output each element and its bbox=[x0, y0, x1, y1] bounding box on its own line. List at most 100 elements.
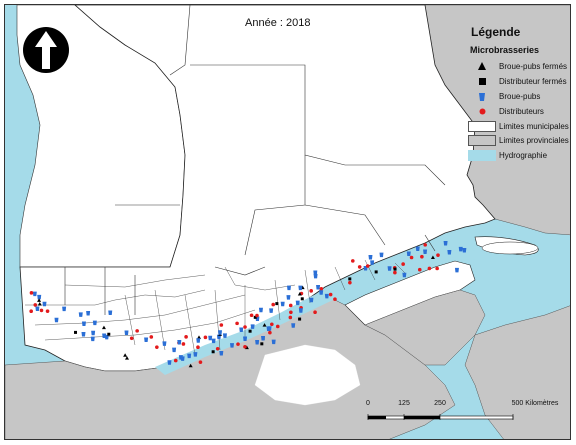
legend-label: Distributeurs bbox=[499, 106, 544, 116]
distributor-marker bbox=[203, 335, 208, 340]
hudson-coast bbox=[5, 85, 33, 267]
brewpub-marker bbox=[406, 251, 411, 256]
brewpub-marker bbox=[250, 324, 255, 329]
st-lawrence-river bbox=[155, 249, 475, 375]
distributor-marker bbox=[271, 302, 276, 307]
brewpub-marker bbox=[172, 347, 177, 353]
brewpub-marker bbox=[298, 285, 303, 291]
scale-tick-0: 0 bbox=[366, 400, 370, 407]
brewpub-marker bbox=[368, 254, 373, 260]
distributor-marker bbox=[420, 254, 424, 259]
brewpub-marker bbox=[35, 306, 40, 311]
distributor-marker bbox=[350, 259, 355, 263]
brewpub-marker bbox=[462, 247, 467, 253]
closed-distributor-marker bbox=[300, 297, 304, 301]
brewpub-marker bbox=[423, 249, 428, 254]
closed-brewpub-marker bbox=[262, 323, 267, 327]
distributor-marker bbox=[401, 262, 405, 266]
closed-distributor-marker bbox=[298, 317, 302, 321]
lakes bbox=[481, 241, 539, 255]
brewpub-marker bbox=[387, 266, 392, 271]
brewpub-marker bbox=[54, 317, 59, 323]
square-icon bbox=[467, 74, 497, 88]
distributor-marker bbox=[436, 253, 440, 257]
interior-boundaries bbox=[64, 5, 446, 315]
distributor-marker bbox=[393, 270, 397, 275]
distributor-marker bbox=[129, 336, 134, 341]
distributor-marker bbox=[184, 335, 188, 339]
distributor-marker bbox=[149, 335, 154, 339]
distributor-marker bbox=[357, 265, 362, 269]
legend-label: Hydrographie bbox=[499, 150, 548, 160]
brewpub-marker bbox=[208, 335, 213, 341]
legend-item-circle: Distributeurs bbox=[467, 104, 544, 118]
scale-bar: 0 125 250 500 Kilomètres bbox=[365, 400, 565, 430]
brewpub-marker bbox=[458, 246, 463, 252]
closed-brewpub-marker bbox=[125, 356, 130, 360]
distributor-marker bbox=[255, 313, 259, 318]
closed-brewpub-marker bbox=[37, 298, 42, 302]
grey-box-icon bbox=[467, 133, 497, 147]
distributor-marker bbox=[219, 323, 224, 327]
brewpub-marker bbox=[258, 307, 263, 313]
nova-scotia-land bbox=[464, 305, 570, 439]
brewpub-marker bbox=[90, 336, 95, 342]
brewpub-marker bbox=[222, 333, 227, 338]
legend-label: Limites municipales bbox=[499, 121, 569, 131]
distributor-marker bbox=[348, 280, 352, 285]
legend: Légende Microbrasseries Broue-pubs fermé… bbox=[467, 25, 570, 161]
distributor-marker bbox=[135, 329, 139, 333]
brewpub-marker bbox=[269, 308, 274, 313]
maritimes-land bbox=[364, 289, 486, 366]
brewpub-marker bbox=[443, 241, 448, 246]
brewpub-marker bbox=[255, 340, 260, 345]
brewpub-marker bbox=[218, 330, 223, 335]
legend-label: Broue-pubs bbox=[499, 91, 541, 101]
closed-brewpub-marker bbox=[37, 302, 42, 306]
brewpub-marker bbox=[177, 339, 182, 345]
closed-brewpub-marker bbox=[297, 291, 302, 296]
distributor-marker bbox=[328, 292, 333, 297]
map-frame: Année : 2018 Légende Microbrasseries Bro… bbox=[4, 4, 571, 440]
brewpub-marker bbox=[91, 330, 96, 336]
distributor-marker bbox=[423, 243, 428, 247]
distributor-marker bbox=[427, 266, 432, 271]
brewpub-marker bbox=[108, 310, 113, 315]
beer-glass-icon bbox=[467, 89, 497, 103]
brewpub-marker bbox=[370, 260, 375, 265]
brewpub-marker bbox=[193, 352, 198, 357]
brewpub-marker bbox=[415, 246, 420, 252]
closed-distributor-marker bbox=[74, 330, 78, 334]
brewpub-marker bbox=[230, 343, 235, 348]
brewpub-marker bbox=[32, 291, 37, 297]
closed-distributor-marker bbox=[260, 342, 264, 346]
brewpub-marker bbox=[316, 284, 321, 290]
brewpub-marker bbox=[291, 323, 296, 328]
closed-brewpub-marker bbox=[430, 255, 435, 259]
brewpub-marker bbox=[313, 273, 318, 279]
closed-brewpub-marker bbox=[188, 363, 193, 368]
north-arrow-icon bbox=[23, 27, 69, 73]
legend-item-triangle: Broue-pubs fermés bbox=[467, 59, 567, 73]
brewpub-marker bbox=[447, 250, 452, 255]
closed-distributor-marker bbox=[374, 270, 378, 274]
brewpub-marker bbox=[280, 301, 285, 307]
brewpub-marker bbox=[92, 320, 97, 326]
brewpub-marker bbox=[124, 330, 129, 335]
water-box-icon bbox=[467, 148, 497, 162]
distributor-marker bbox=[181, 342, 186, 346]
scale-tick-500: 500 Kilomètres bbox=[511, 400, 559, 407]
brewpub-marker bbox=[402, 272, 407, 278]
brewpub-marker bbox=[298, 308, 303, 313]
legend-label: Broue-pubs fermés bbox=[499, 61, 568, 71]
distributor-marker bbox=[235, 321, 239, 326]
distributor-marker bbox=[155, 345, 159, 349]
brewpub-marker bbox=[324, 293, 329, 299]
brewpub-marker bbox=[42, 301, 47, 307]
distributor-marker bbox=[29, 291, 34, 295]
distributor-marker bbox=[309, 289, 313, 293]
closed-brewpub-marker bbox=[123, 353, 128, 357]
brewpub-marker bbox=[319, 290, 324, 295]
distributor-marker bbox=[196, 345, 200, 350]
closed-distributor-marker bbox=[211, 350, 215, 354]
